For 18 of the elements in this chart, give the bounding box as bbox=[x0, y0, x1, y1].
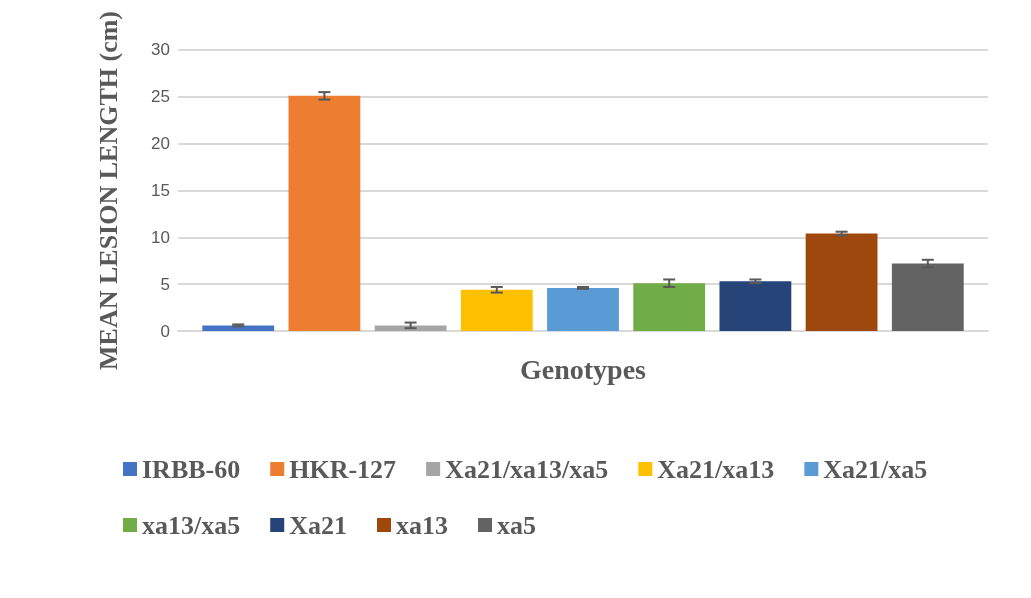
legend-label: xa13/xa5 bbox=[142, 510, 241, 540]
legend-label: Xa21 bbox=[289, 510, 347, 540]
y-tick-label: 30 bbox=[151, 40, 170, 60]
x-axis-title: Genotypes bbox=[520, 353, 647, 385]
y-tick-label: 25 bbox=[151, 87, 170, 107]
y-tick-label: 15 bbox=[151, 180, 170, 200]
legend-label: Xa21/xa5 bbox=[823, 454, 928, 484]
legend-label: Xa21/xa13/xa5 bbox=[445, 454, 609, 484]
legend-label: HKR-127 bbox=[289, 454, 397, 484]
y-tick-label: 20 bbox=[151, 134, 170, 154]
y-tick-label: 10 bbox=[151, 227, 170, 247]
legend-label: xa13 bbox=[396, 510, 448, 540]
legend-label: xa5 bbox=[497, 510, 536, 540]
y-axis-title: MEAN LESION LENGTH (cm) bbox=[93, 11, 123, 370]
y-tick-label: 5 bbox=[160, 274, 170, 294]
legend-label: IRBB-60 bbox=[142, 454, 241, 484]
y-tick-label: 0 bbox=[160, 321, 170, 341]
legend-label: Xa21/xa13 bbox=[657, 454, 775, 484]
